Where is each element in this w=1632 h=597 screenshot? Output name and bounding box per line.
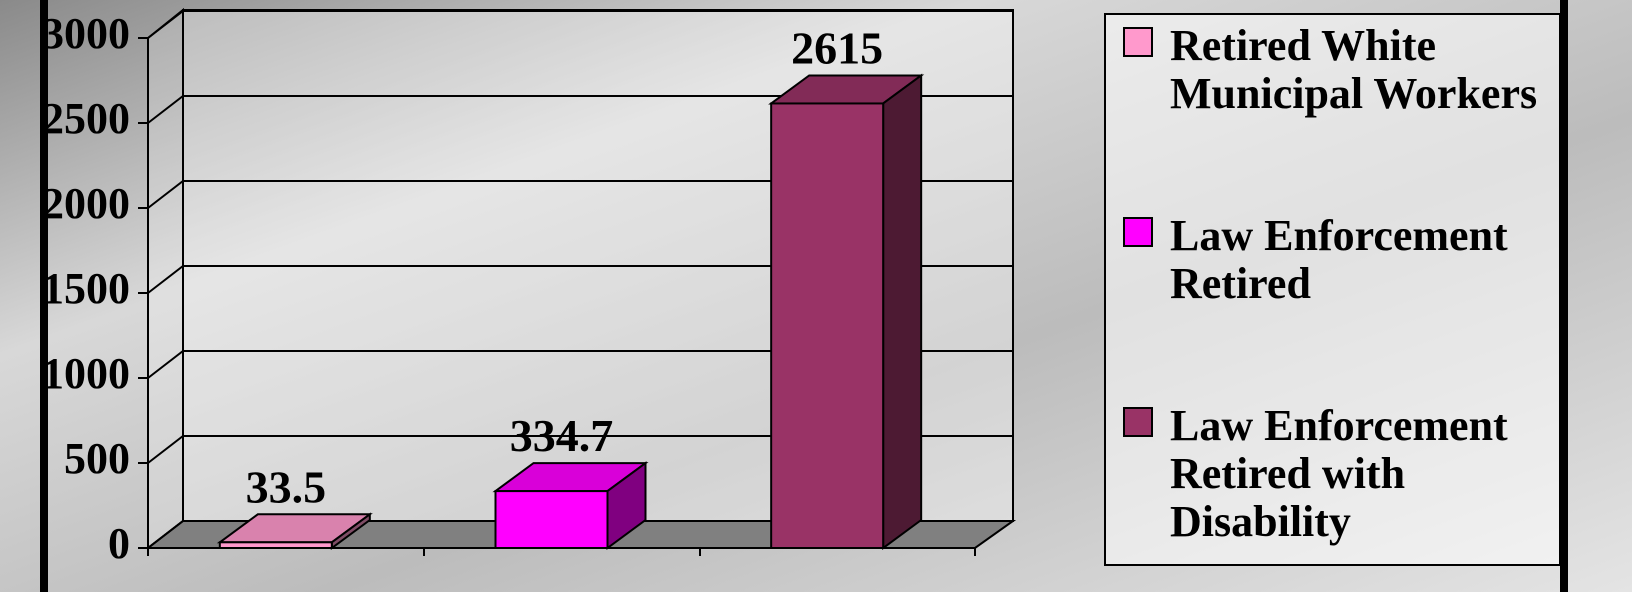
chart: 0 500 1000 1500 2000 2500 3000 33.5 Retired Whit… [0,0,1632,592]
value-label: 334.7 [510,410,614,461]
legend-line: Disability [1170,497,1351,546]
legend-line: Municipal Workers [1170,69,1537,118]
y-tick-label: 500 [64,434,130,483]
page: {"chart_data": {"type": "bar3d", "series… [0,0,1632,592]
legend-swatch [1124,218,1152,246]
legend-line: Retired [1170,259,1311,308]
y-tick-label: 1500 [42,264,130,313]
y-tick-label: 2500 [42,94,130,143]
y-tick-label: 1000 [42,349,130,398]
value-label: 33.5 [246,461,327,512]
legend-swatch [1124,408,1152,436]
legend-line: Retired White [1170,21,1436,70]
y-tick-label: 0 [108,519,130,568]
legend-swatch [1124,28,1152,56]
legend-line: Law Enforcement [1170,401,1508,450]
value-label: 2615 [791,22,883,73]
bar [220,542,332,548]
frame-right [1560,0,1568,592]
bar [496,491,608,548]
legend-line: Retired with [1170,449,1405,498]
legend-line: Law Enforcement [1170,211,1508,260]
y-tick-label: 3000 [42,9,130,58]
bar [771,103,883,548]
y-tick-label: 2000 [42,179,130,228]
bar-side [883,75,921,548]
